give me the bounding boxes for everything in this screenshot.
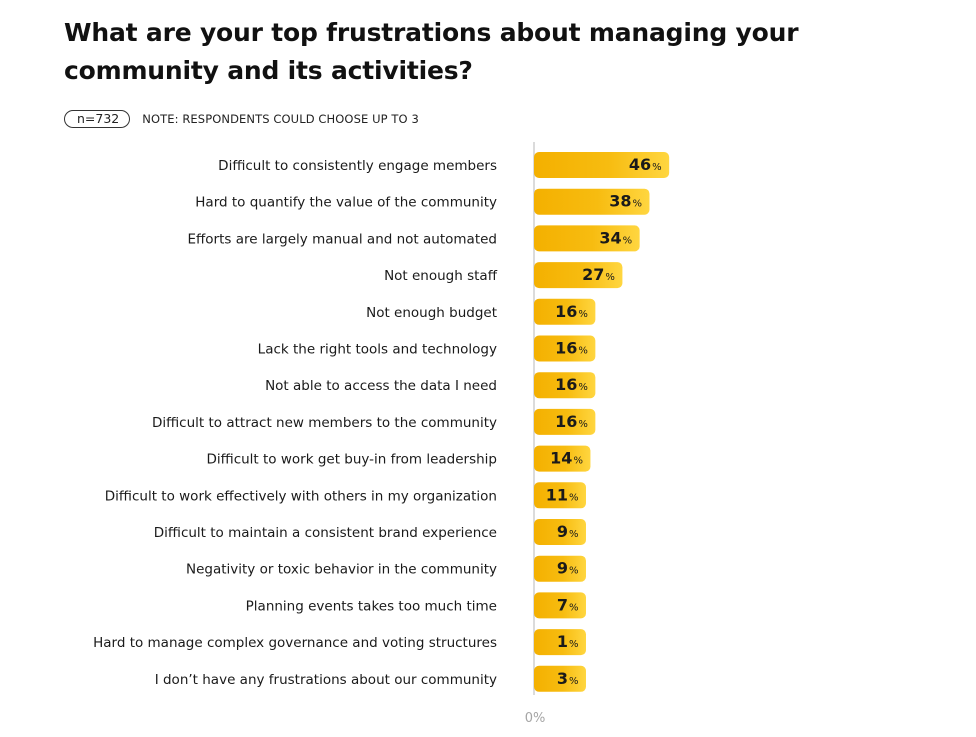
bars-group: Difficult to consistently engage members…: [93, 152, 670, 692]
value-label: 38: [609, 192, 631, 211]
category-label: Difficult to consistently engage members: [218, 158, 497, 174]
chart-meta: n=732 NOTE: RESPONDENTS COULD CHOOSE UP …: [64, 110, 419, 128]
value-label: 16: [555, 412, 577, 431]
value-label: 46: [629, 155, 651, 174]
value-label: 7: [557, 595, 568, 614]
bar: [534, 188, 650, 215]
value-label: 11: [546, 485, 568, 504]
value-label: 3: [557, 669, 568, 688]
percent-sign: %: [605, 272, 615, 283]
bar: [534, 519, 586, 545]
percent-sign: %: [578, 309, 588, 320]
value-label: 16: [555, 375, 577, 394]
value-label: 16: [555, 339, 577, 358]
bar: [534, 445, 591, 472]
percent-sign: %: [632, 199, 642, 210]
value-label: 27: [582, 265, 604, 284]
category-label: Efforts are largely manual and not autom…: [187, 231, 497, 247]
bar: [534, 372, 596, 399]
percent-sign: %: [652, 162, 662, 173]
category-label: Not enough budget: [366, 305, 497, 321]
value-label: 9: [557, 559, 568, 578]
value-label: 14: [550, 449, 572, 468]
percent-sign: %: [573, 456, 583, 467]
percent-sign: %: [569, 529, 579, 540]
value-label: 9: [557, 522, 568, 541]
percent-sign: %: [569, 602, 579, 613]
percent-sign: %: [578, 382, 588, 393]
bar: [534, 555, 586, 582]
percent-sign: %: [569, 639, 579, 650]
category-label: Lack the right tools and technology: [258, 342, 497, 358]
category-label: Difficult to work effectively with other…: [105, 488, 497, 504]
category-label: Not enough staff: [384, 268, 498, 284]
percent-sign: %: [578, 419, 588, 430]
axis-zero-label: 0%: [524, 711, 546, 726]
bar: [534, 482, 586, 509]
bar: [534, 408, 596, 435]
bar: [534, 592, 586, 619]
bar: [534, 298, 596, 325]
value-label: 1: [557, 632, 568, 651]
percent-sign: %: [578, 346, 588, 357]
bar: [534, 262, 623, 289]
bar: [534, 629, 586, 656]
percent-sign: %: [569, 676, 579, 687]
percent-sign: %: [623, 235, 633, 246]
category-label: Difficult to work get buy-in from leader…: [207, 452, 498, 468]
category-label: Planning events takes too much time: [246, 598, 497, 614]
category-label: Not able to access the data I need: [265, 378, 497, 394]
chart-title: What are your top frustrations about man…: [64, 18, 799, 85]
category-label: Difficult to attract new members to the …: [152, 415, 497, 431]
sample-size-badge: n=732: [64, 110, 131, 128]
category-label: Difficult to maintain a consistent brand…: [154, 525, 497, 541]
bar: [534, 152, 670, 178]
respondent-note: NOTE: RESPONDENTS COULD CHOOSE UP TO 3: [142, 112, 419, 126]
bar: [534, 665, 586, 692]
category-label: I don’t have any frustrations about our …: [155, 672, 497, 688]
category-label: Negativity or toxic behavior in the comm…: [186, 562, 497, 578]
percent-sign: %: [569, 566, 579, 577]
category-label: Hard to quantify the value of the commun…: [195, 195, 497, 211]
bar: [534, 335, 596, 362]
category-label: Hard to manage complex governance and vo…: [93, 635, 497, 651]
value-label: 34: [599, 228, 621, 247]
percent-sign: %: [569, 492, 579, 503]
bar: [534, 225, 640, 252]
value-label: 16: [555, 302, 577, 321]
